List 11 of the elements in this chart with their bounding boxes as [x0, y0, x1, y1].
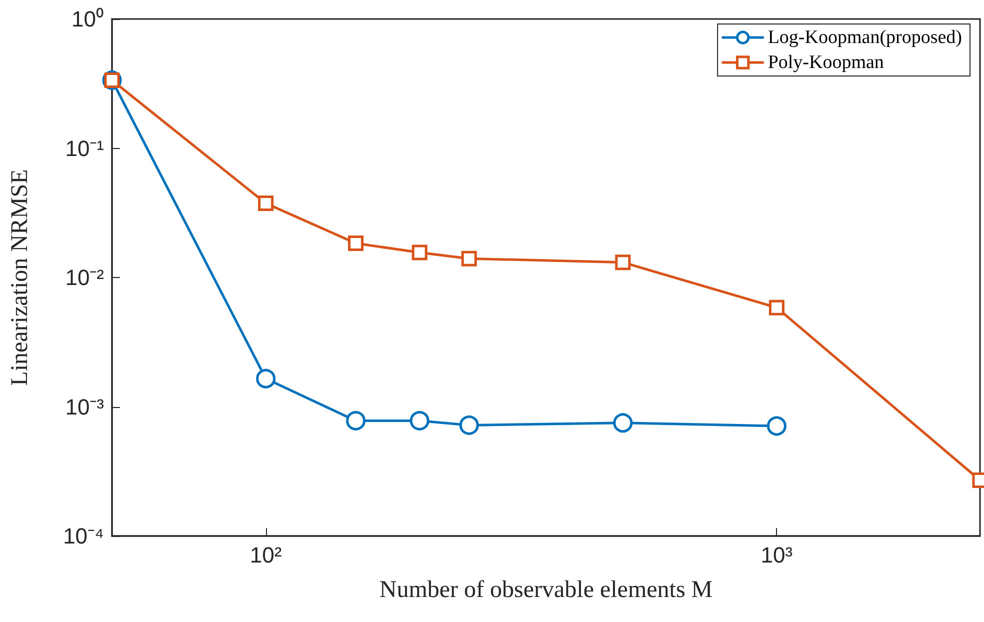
legend-label: Poly-Koopman [768, 52, 884, 73]
x-tick-label: 10² [250, 542, 282, 568]
x-axis-title: Number of observable elements M [379, 577, 713, 603]
legend-label: Log-Koopman(proposed) [768, 27, 962, 48]
y-tick-label: 10⁻² [65, 265, 104, 290]
x-tick-label: 10³ [760, 542, 793, 568]
y-tick-label: 10⁻¹ [65, 136, 104, 161]
y-tick-label: 10⁻³ [65, 394, 104, 420]
y-tick-label: 10⁰ [72, 6, 104, 32]
y-axis-title: Linearization NRMSE [7, 169, 33, 386]
y-tick-label: 10⁻⁴ [63, 524, 104, 548]
